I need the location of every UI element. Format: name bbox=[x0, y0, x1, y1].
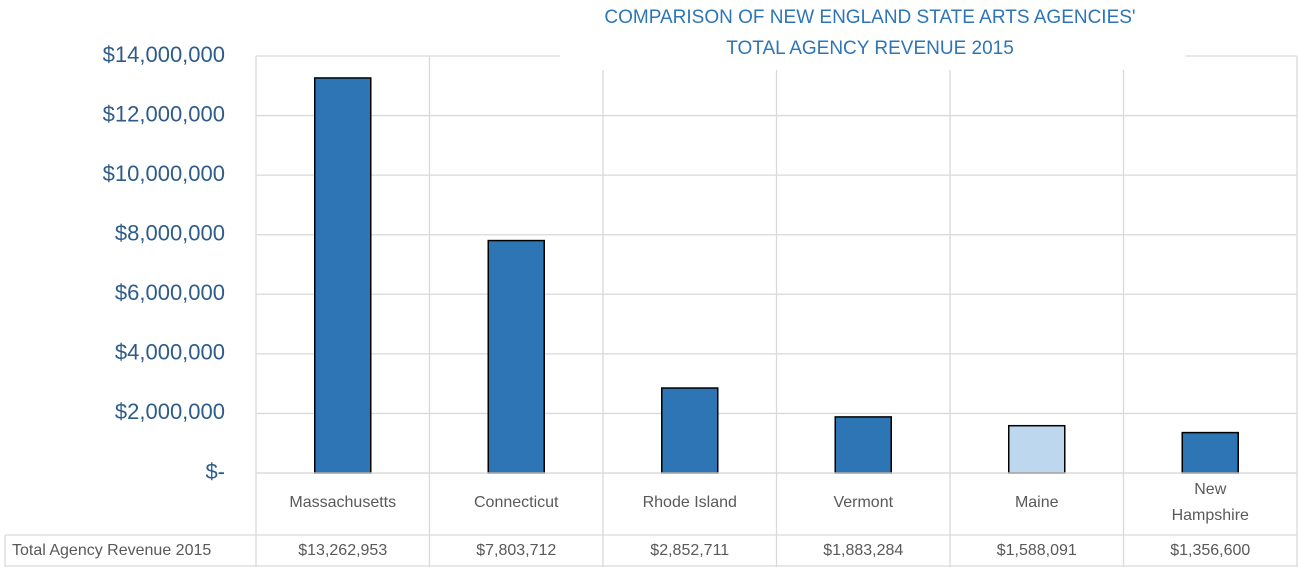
table-value: $7,803,712 bbox=[476, 542, 556, 559]
y-tick-label: $14,000,000 bbox=[103, 42, 225, 67]
y-tick-label: $- bbox=[205, 459, 225, 484]
y-tick-label: $2,000,000 bbox=[115, 399, 225, 424]
chart-title: COMPARISON OF NEW ENGLAND STATE ARTS AGE… bbox=[604, 7, 1135, 28]
bar bbox=[314, 77, 372, 474]
bar bbox=[487, 239, 545, 474]
x-tick-label: Rhode Island bbox=[643, 494, 737, 511]
bar bbox=[834, 416, 892, 474]
chart-title: TOTAL AGENCY REVENUE 2015 bbox=[726, 38, 1014, 59]
table-row-header: Total Agency Revenue 2015 bbox=[12, 542, 211, 559]
x-tick-label: New Hampshire bbox=[1172, 481, 1249, 524]
bar bbox=[661, 387, 719, 474]
y-tick-label: $4,000,000 bbox=[115, 340, 225, 365]
x-tick-label: Connecticut bbox=[474, 494, 559, 511]
table-value: $2,852,711 bbox=[650, 542, 729, 559]
x-tick-label: Maine bbox=[1015, 494, 1059, 511]
bar bbox=[1181, 431, 1239, 474]
table-value: $1,588,091 bbox=[997, 542, 1077, 559]
y-tick-label: $6,000,000 bbox=[115, 280, 225, 305]
table-value: $13,262,953 bbox=[298, 542, 387, 559]
title-background bbox=[560, 0, 1185, 70]
y-tick-label: $10,000,000 bbox=[103, 161, 225, 186]
table-value: $1,883,284 bbox=[823, 542, 903, 559]
bar bbox=[1008, 424, 1066, 474]
x-tick-label: Massachusetts bbox=[289, 494, 396, 511]
table-value: $1,356,600 bbox=[1170, 542, 1250, 559]
y-tick-label: $12,000,000 bbox=[103, 101, 225, 126]
x-tick-label: Vermont bbox=[833, 494, 893, 511]
y-tick-label: $8,000,000 bbox=[115, 221, 225, 246]
